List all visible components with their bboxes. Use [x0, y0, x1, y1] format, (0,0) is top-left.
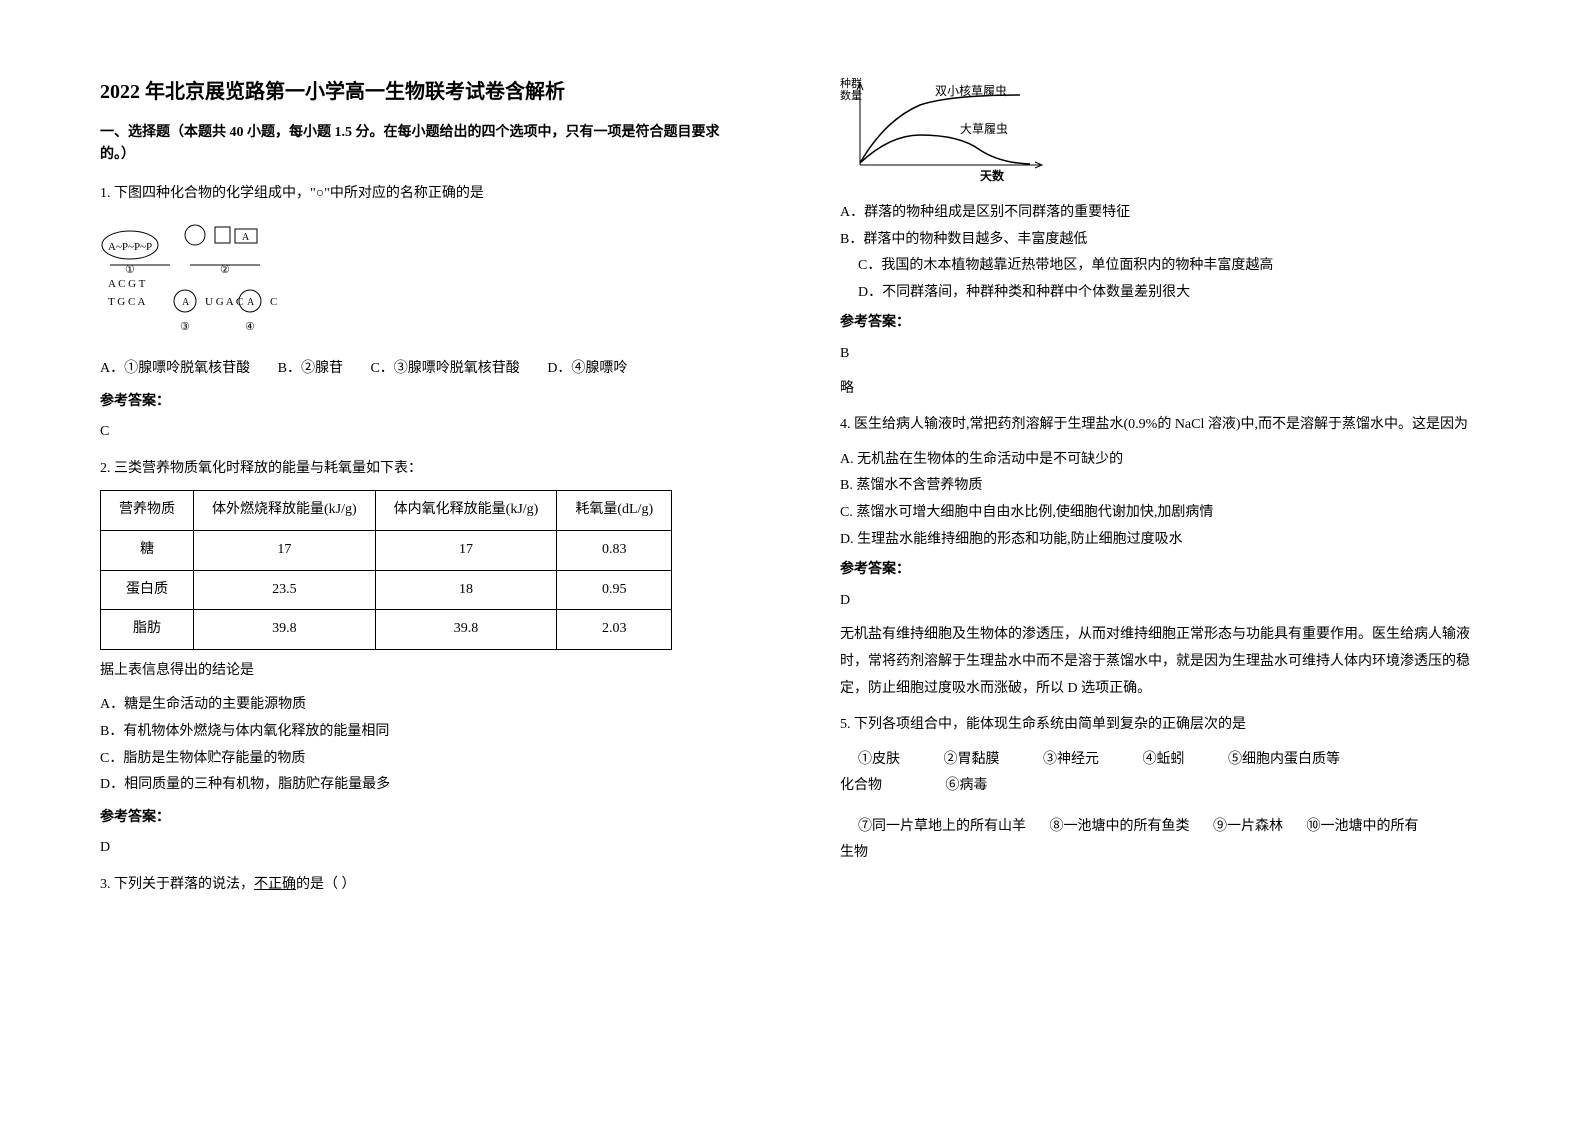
question-3-stem: 3. 下列关于群落的说法，不正确的是（ ）: [100, 872, 740, 899]
q1-optD: D．④腺嘌呤: [547, 361, 627, 376]
q5-i9: ⑨一片森林: [1213, 814, 1283, 841]
q5-i5: ⑤细胞内蛋白质等: [1228, 747, 1340, 774]
q4-optB: B. 蒸馏水不含营养物质: [840, 473, 1480, 500]
section-heading: 一、选择题（本题共 40 小题，每小题 1.5 分。在每小题给出的四个选项中，只…: [100, 122, 740, 167]
table-header-row: 营养物质 体外燃烧释放能量(kJ/g) 体内氧化释放能量(kJ/g) 耗氧量(d…: [101, 491, 672, 531]
fig-p-label: A~P~P~P: [108, 241, 152, 253]
q3-ans-label: 参考答案：: [840, 310, 1480, 337]
th-1: 体外燃烧释放能量(kJ/g): [194, 491, 376, 531]
circle-4-a: A: [247, 297, 255, 308]
q3-optC: C．我国的木本植物越靠近热带地区，单位面积内的物种丰富度越高: [858, 253, 1480, 280]
ylabel-2: 数量: [840, 89, 862, 102]
q4-explanation: 无机盐有维持细胞及生物体的渗透压，从而对维持细胞正常形态与功能具有重要作用。医生…: [840, 622, 1480, 702]
bases-3: U G A C: [205, 296, 243, 308]
q5-i10: ⑩一池塘中的所有: [1307, 814, 1419, 841]
q4-optD: D. 生理盐水能维持细胞的形态和功能,防止细胞过度吸水: [840, 527, 1480, 554]
pentagon-1: [215, 227, 230, 243]
q5-stem: 5. 下列各项组合中，能体现生命系统由简单到复杂的正确层次的是: [840, 712, 1480, 739]
series-1-label: 双小核草履虫: [935, 84, 1007, 98]
bases-2: T G C A: [108, 296, 145, 308]
table-row: 糖 17 17 0.83: [101, 530, 672, 570]
q1-opts: A．①腺嘌呤脱氧核苷酸 B．②腺苷 C．③腺嘌呤脱氧核苷酸 D．④腺嘌呤: [100, 356, 740, 383]
question-1: 1. 下图四种化合物的化学组成中，"○"中所对应的名称正确的是 A~P~P~P …: [100, 181, 740, 446]
q2-optA: A．糖是生命活动的主要能源物质: [100, 692, 740, 719]
q1-optC: C．③腺嘌呤脱氧核苷酸: [370, 361, 519, 376]
q5-i7: ⑦同一片草地上的所有山羊: [858, 814, 1026, 841]
fig-n3: ③: [180, 321, 190, 333]
q3-optB: B．群落中的物种数目越多、丰富度越低: [840, 227, 1480, 254]
fig-n2: ②: [220, 264, 230, 276]
q3-stem-text: 3. 下列关于群落的说法，不正确的是（ ）: [100, 877, 356, 892]
question-2: 2. 三类营养物质氧化时释放的能量与耗氧量如下表： 营养物质 体外燃烧释放能量(…: [100, 456, 740, 862]
q1-ans-label: 参考答案：: [100, 389, 740, 416]
q4-ans: D: [840, 588, 1480, 615]
q1-ans: C: [100, 419, 740, 446]
q5-line2: ⑦同一片草地上的所有山羊 ⑧一池塘中的所有鱼类 ⑨一片森林 ⑩一池塘中的所有: [840, 814, 1480, 841]
q3-optA: A．群落的物种组成是区别不同群落的重要特征: [840, 200, 1480, 227]
q5-i4: ④蚯蚓: [1143, 747, 1185, 774]
q1-optB: B．②腺苷: [278, 361, 343, 376]
question-5: 5. 下列各项组合中，能体现生命系统由简单到复杂的正确层次的是 ①皮肤 ②胃黏膜…: [840, 712, 1480, 867]
th-0: 营养物质: [101, 491, 194, 531]
q5-line1b: 化合物 ⑥病毒: [840, 773, 1480, 800]
ylabel-1: 种群: [840, 76, 862, 90]
q2-ans: D: [100, 835, 740, 862]
series-2-line: [860, 135, 1030, 164]
q4-ans-label: 参考答案：: [840, 557, 1480, 584]
xlabel: 天数: [980, 168, 1005, 183]
circle-3-a: A: [182, 297, 190, 308]
q4-optA: A. 无机盐在生物体的生命活动中是不可缺少的: [840, 447, 1480, 474]
table-row: 蛋白质 23.5 18 0.95: [101, 570, 672, 610]
q1-figure: A~P~P~P A ① ② A C G T T G C A A U G A C …: [100, 215, 740, 346]
th-2: 体内氧化释放能量(kJ/g): [375, 491, 557, 531]
q5-line1: ①皮肤 ②胃黏膜 ③神经元 ④蚯蚓 ⑤细胞内蛋白质等: [840, 747, 1480, 774]
q2-optB: B．有机物体外燃烧与体内氧化释放的能量相同: [100, 719, 740, 746]
bases-3b: C: [270, 296, 277, 308]
fig-n1: ①: [125, 264, 135, 276]
q1-stem: 1. 下图四种化合物的化学组成中，"○"中所对应的名称正确的是: [100, 181, 740, 208]
q4-stem: 4. 医生给病人输液时,常把药剂溶解于生理盐水(0.9%的 NaCl 溶液)中,…: [840, 412, 1480, 439]
q5-line2b: 生物: [840, 840, 1480, 867]
q2-optC: C．脂肪是生物体贮存能量的物质: [100, 746, 740, 773]
th-3: 耗氧量(dL/g): [557, 491, 672, 531]
q5-i1: ①皮肤: [858, 747, 900, 774]
q5-i6: ⑥病毒: [946, 778, 988, 793]
q3-brief: 略: [840, 376, 1480, 403]
question-3-opts: A．群落的物种组成是区别不同群落的重要特征 B．群落中的物种数目越多、丰富度越低…: [840, 200, 1480, 402]
right-column: 种群 数量 双小核草履虫 大草履虫 天数 A．群落的物种组成是区别不同群落的重要…: [840, 75, 1480, 1082]
circle-1: [185, 225, 205, 245]
question-4: 4. 医生给病人输液时,常把药剂溶解于生理盐水(0.9%的 NaCl 溶液)中,…: [840, 412, 1480, 702]
bases-1: A C G T: [108, 278, 146, 290]
compound-diagram: A~P~P~P A ① ② A C G T T G C A A U G A C …: [100, 215, 300, 335]
q2-after: 据上表信息得出的结论是: [100, 658, 740, 685]
q4-optC: C. 蒸馏水可增大细胞中自由水比例,使细胞代谢加快,加剧病情: [840, 500, 1480, 527]
spacer: [840, 800, 1480, 814]
left-column: 2022 年北京展览路第一小学高一生物联考试卷含解析 一、选择题（本题共 40 …: [100, 75, 740, 1082]
fig-a-text: A: [242, 232, 250, 243]
series-2-label: 大草履虫: [960, 122, 1008, 136]
q1-optA: A．①腺嘌呤脱氧核苷酸: [100, 361, 250, 376]
q2-stem: 2. 三类营养物质氧化时释放的能量与耗氧量如下表：: [100, 456, 740, 483]
q2-table: 营养物质 体外燃烧释放能量(kJ/g) 体内氧化释放能量(kJ/g) 耗氧量(d…: [100, 490, 672, 649]
q2-ans-label: 参考答案：: [100, 805, 740, 832]
q3-chart: 种群 数量 双小核草履虫 大草履虫 天数: [840, 75, 1480, 190]
q5-i3: ③神经元: [1043, 747, 1099, 774]
q2-opts: A．糖是生命活动的主要能源物质 B．有机物体外燃烧与体内氧化释放的能量相同 C．…: [100, 692, 740, 798]
q3-optD: D．不同群落间，种群种类和种群中个体数量差别很大: [858, 280, 1480, 307]
q3-ans: B: [840, 341, 1480, 368]
population-chart: 种群 数量 双小核草履虫 大草履虫 天数: [840, 75, 1060, 185]
q5-i8: ⑧一池塘中的所有鱼类: [1050, 814, 1190, 841]
table-row: 脂肪 39.8 39.8 2.03: [101, 610, 672, 650]
q5-i2: ②胃黏膜: [944, 747, 1000, 774]
fig-n4: ④: [245, 321, 255, 333]
q2-optD: D．相同质量的三种有机物，脂肪贮存能量最多: [100, 772, 740, 799]
page-title: 2022 年北京展览路第一小学高一生物联考试卷含解析: [100, 75, 740, 104]
